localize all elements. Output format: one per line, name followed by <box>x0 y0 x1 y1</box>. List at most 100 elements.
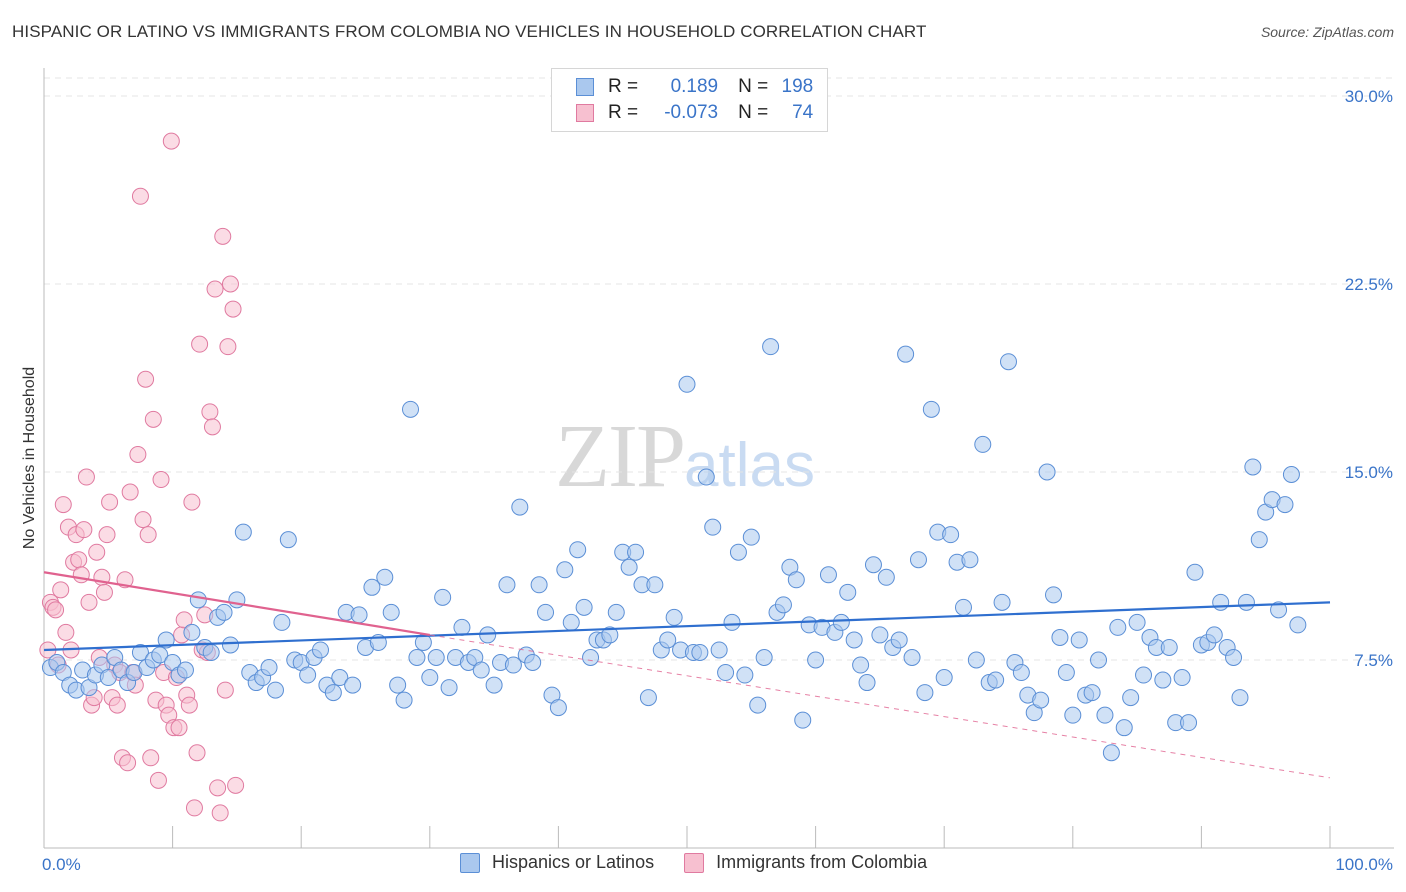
trend-lines <box>43 571 1331 779</box>
hispanic-point <box>1237 593 1255 611</box>
hispanic-point <box>427 648 445 666</box>
hispanic-point <box>569 541 587 559</box>
hispanic-point <box>877 568 895 586</box>
colombia-point <box>88 543 106 561</box>
axes <box>43 68 1394 849</box>
hispanic-point <box>967 651 985 669</box>
colombia-point <box>75 521 93 539</box>
legend-item-hispanic: Hispanics or Latinos <box>460 852 654 873</box>
colombia-point <box>209 779 227 797</box>
hispanic-point <box>1109 618 1127 636</box>
source-label: Source: ZipAtlas.com <box>1260 24 1394 40</box>
legend-n-value: 74 <box>792 102 814 123</box>
colombia-point <box>214 227 232 245</box>
hispanic-point <box>852 656 870 674</box>
hispanic-point <box>183 623 201 641</box>
hispanic-point <box>1057 664 1075 682</box>
hispanic-point <box>1070 631 1088 649</box>
colombia-point <box>201 403 219 421</box>
hispanic-point <box>819 566 837 584</box>
hispanic-point <box>1205 626 1223 644</box>
hispanic-point <box>1128 613 1146 631</box>
hispanic-point <box>1231 689 1249 707</box>
hispanic-point <box>736 666 754 684</box>
hispanic-point <box>845 631 863 649</box>
hispanic-point <box>987 671 1005 689</box>
hispanic-point <box>99 669 117 687</box>
colombia-point <box>180 696 198 714</box>
y-tick-label: 15.0% <box>1345 463 1393 482</box>
hispanic-point <box>620 558 638 576</box>
hispanic-point <box>421 669 439 687</box>
hispanic-point <box>1282 466 1300 484</box>
colombia-point <box>162 132 180 150</box>
y-tick-label: 22.5% <box>1345 275 1393 294</box>
hispanic-point <box>311 641 329 659</box>
hispanic-point <box>402 400 420 418</box>
hispanic-point <box>1064 706 1082 724</box>
hispanic-point <box>1212 593 1230 611</box>
colombia-point <box>119 754 137 772</box>
colombia-point <box>206 280 224 298</box>
colombia-trend-extension <box>429 634 1331 779</box>
hispanic-trend-line <box>43 601 1331 652</box>
hispanic-point <box>221 636 239 654</box>
hispanic-point <box>858 674 876 692</box>
colombia-point <box>54 496 72 514</box>
series-colombia-points <box>39 132 245 822</box>
hispanic-point <box>1012 664 1030 682</box>
hispanic-point <box>607 603 625 621</box>
hispanic-point <box>961 551 979 569</box>
colombia-point <box>175 611 193 629</box>
colombia-point <box>152 471 170 489</box>
chart-title: HISPANIC OR LATINO VS IMMIGRANTS FROM CO… <box>12 22 927 41</box>
hispanic-point <box>549 699 567 717</box>
hispanic-point <box>440 679 458 697</box>
colombia-point <box>227 776 245 794</box>
hispanic-point <box>562 613 580 631</box>
hispanic-point <box>755 648 773 666</box>
hispanic-point <box>787 571 805 589</box>
y-tick-label: 7.5% <box>1354 651 1393 670</box>
hispanic-point <box>974 435 992 453</box>
colombia-point <box>129 445 147 463</box>
watermark-zip: ZIP <box>555 407 686 506</box>
hispanic-point <box>485 676 503 694</box>
hispanic-point <box>916 684 934 702</box>
hispanic-point <box>922 400 940 418</box>
hispanic-point <box>1250 531 1268 549</box>
hispanic-point <box>1276 496 1294 514</box>
colombia-point <box>131 187 149 205</box>
colombia-point <box>185 799 203 817</box>
colombia-point <box>188 744 206 762</box>
colombia-point <box>77 468 95 486</box>
colombia-point <box>121 483 139 501</box>
hispanic-point <box>1154 671 1172 689</box>
hispanic-point <box>453 618 471 636</box>
hispanic-point <box>1115 719 1133 737</box>
stats-legend: R = 0.189 N = 198 R = -0.073 N = 74 <box>551 68 828 132</box>
hispanic-point <box>909 551 927 569</box>
hispanic-point <box>871 626 889 644</box>
hispanic-point <box>215 603 233 621</box>
hispanic-point <box>1244 458 1262 476</box>
legend-label-hispanic: Hispanics or Latinos <box>492 852 655 872</box>
legend-swatch-hispanic <box>576 78 594 96</box>
hispanic-point <box>331 669 349 687</box>
hispanic-point <box>646 576 664 594</box>
hispanic-point <box>601 626 619 644</box>
hispanic-point <box>1225 648 1243 666</box>
colombia-point <box>98 526 116 544</box>
tick-labels: 7.5% 15.0% 22.5% 30.0% 0.0% 100.0% <box>42 87 1393 874</box>
hispanic-point <box>1096 706 1114 724</box>
hispanic-point <box>344 676 362 694</box>
colombia-point <box>70 551 88 569</box>
hispanic-point <box>1032 691 1050 709</box>
hispanic-point <box>1289 616 1307 634</box>
hispanic-point <box>266 681 284 699</box>
colombia-point <box>224 300 242 318</box>
hispanic-point <box>1180 714 1198 732</box>
colombia-point <box>47 601 65 619</box>
colombia-point <box>203 418 221 436</box>
hispanic-point <box>704 518 722 536</box>
